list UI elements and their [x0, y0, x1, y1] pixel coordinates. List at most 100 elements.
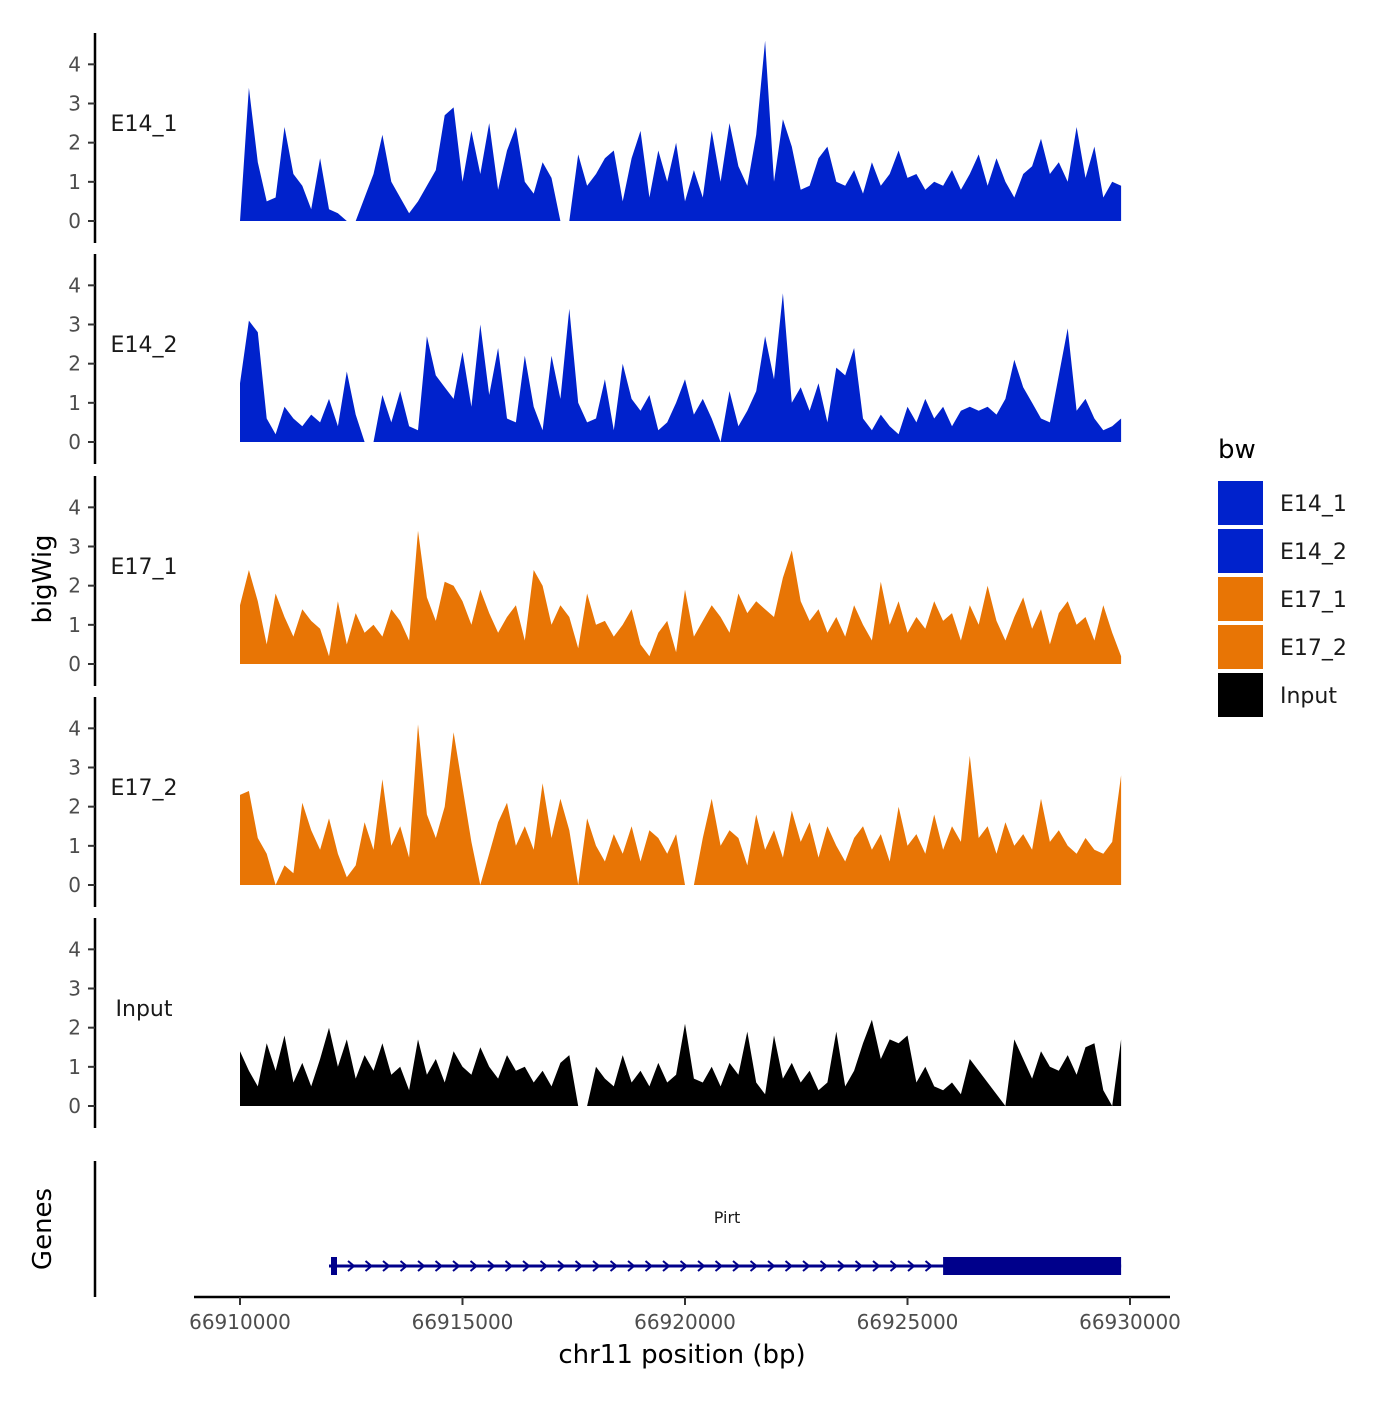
legend-item: E17_2 — [1218, 625, 1347, 669]
strand-arrow — [592, 1260, 601, 1272]
legend-title: bw — [1218, 435, 1256, 465]
y-tick-label: 4 — [68, 495, 81, 519]
strand-arrow — [714, 1260, 724, 1272]
strand-arrow — [697, 1260, 706, 1272]
legend-item: Input — [1218, 673, 1337, 717]
strand-arrow — [469, 1260, 479, 1272]
y-tick-label: 4 — [68, 937, 81, 961]
x-tick-label: 66930000 — [1079, 1310, 1181, 1334]
strand-arrow — [749, 1260, 759, 1272]
x-tick-label: 66915000 — [412, 1310, 514, 1334]
y-tick-label: 4 — [68, 716, 81, 740]
y-tick-label: 3 — [68, 313, 81, 337]
legend-swatch — [1218, 577, 1263, 621]
y-tick-label: 3 — [68, 977, 81, 1001]
gene-shapes: Pirt — [329, 1208, 1122, 1275]
gene-thick-exon — [943, 1257, 1122, 1275]
gene-exon — [331, 1257, 337, 1275]
x-ticks: 66910000 66915000 66920000 66925000 66930000 — [189, 1297, 1181, 1334]
y-axis-title: bigWig — [28, 534, 58, 623]
panel-label: E14_1 — [111, 112, 178, 137]
panel-label: E14_2 — [111, 333, 178, 358]
gene-pirt: Pirt — [329, 1208, 1122, 1275]
y-tick-label: 3 — [68, 535, 81, 559]
y-tick-label: 2 — [68, 795, 81, 819]
legend-swatch — [1218, 673, 1263, 717]
y-tick-label: 0 — [68, 873, 81, 897]
panel-e17_2: 0 1 2 3 4 E17_2 — [68, 697, 1122, 907]
y-tick-label: 1 — [68, 170, 81, 194]
y-tick-label: 4 — [68, 273, 81, 297]
strand-arrow — [382, 1260, 391, 1272]
strand-arrow — [364, 1260, 374, 1272]
strand-arrow — [872, 1260, 881, 1272]
x-axis-title: chr11 position (bp) — [558, 1340, 805, 1370]
strand-arrow — [819, 1260, 829, 1272]
strand-arrow — [399, 1260, 409, 1272]
strand-arrow — [802, 1260, 811, 1272]
coverage-area-e17_1 — [240, 530, 1122, 664]
strand-arrow — [347, 1260, 356, 1272]
legend-label: E14_2 — [1280, 540, 1347, 565]
strand-arrow — [434, 1260, 444, 1272]
strand-arrow — [854, 1260, 864, 1272]
legend-items: E14_1 E14_2 E17_1 E17_2 Input — [1218, 481, 1347, 717]
strand-arrow — [907, 1260, 916, 1272]
strand-arrow — [732, 1260, 741, 1272]
coverage-area-e17_2 — [240, 724, 1122, 885]
legend-label: E14_1 — [1280, 492, 1347, 517]
strand-arrow — [539, 1260, 549, 1272]
legend-swatch — [1218, 625, 1263, 669]
panel-label: E17_2 — [111, 776, 178, 801]
coverage-area-e14_1 — [240, 40, 1122, 221]
strand-arrow — [522, 1260, 531, 1272]
legend-swatch — [1218, 481, 1263, 525]
panel-input: 0 1 2 3 4 Input — [68, 918, 1122, 1128]
strand-arrow — [609, 1260, 619, 1272]
panel-label: E17_1 — [111, 555, 178, 580]
genes-track: Genes Pirt — [28, 1161, 1122, 1297]
legend-item: E17_1 — [1218, 577, 1347, 621]
strand-arrow — [557, 1260, 566, 1272]
x-tick-label: 66925000 — [857, 1310, 959, 1334]
strand-arrow — [504, 1260, 514, 1272]
coverage-panels: 0 1 2 3 4 E14_1 0 1 2 3 4 E14_2 0 1 2 3 4 E17_1 0 1 2 3 4 E17_2… — [68, 33, 1122, 1128]
legend-item: E14_2 — [1218, 529, 1347, 573]
strand-arrow — [452, 1260, 461, 1272]
y-tick-label: 0 — [68, 430, 81, 454]
strand-arrow — [767, 1260, 776, 1272]
strand-arrow — [644, 1260, 654, 1272]
legend: bw E14_1 E14_2 E17_1 E17_2 Input — [1218, 435, 1347, 717]
panel-e14_1: 0 1 2 3 4 E14_1 — [68, 33, 1122, 243]
legend-label: E17_1 — [1280, 588, 1347, 613]
y-tick-label: 0 — [68, 652, 81, 676]
y-tick-label: 1 — [68, 391, 81, 415]
y-tick-label: 2 — [68, 574, 81, 598]
x-axis: 66910000 66915000 66920000 66925000 66930000… — [189, 1295, 1181, 1370]
y-tick-label: 4 — [68, 52, 81, 76]
y-tick-label: 0 — [68, 1094, 81, 1118]
legend-label: Input — [1280, 684, 1337, 709]
strand-arrow — [679, 1260, 689, 1272]
x-tick-label: 66910000 — [189, 1310, 291, 1334]
y-tick-label: 3 — [68, 92, 81, 116]
strand-arrow — [889, 1260, 899, 1272]
y-tick-label: 1 — [68, 1055, 81, 1079]
x-tick-label: 66920000 — [634, 1310, 736, 1334]
panel-label: Input — [116, 997, 173, 1022]
panel-e17_1: 0 1 2 3 4 E17_1 — [68, 476, 1122, 686]
y-tick-label: 0 — [68, 209, 81, 233]
y-tick-label: 2 — [68, 352, 81, 376]
y-tick-label: 1 — [68, 613, 81, 637]
strand-arrow — [924, 1260, 934, 1272]
legend-item: E14_1 — [1218, 481, 1347, 525]
strand-arrow — [784, 1260, 794, 1272]
panel-e14_2: 0 1 2 3 4 E14_2 — [68, 254, 1122, 464]
y-tick-label: 1 — [68, 834, 81, 858]
coverage-area-input — [240, 1019, 1122, 1106]
strand-arrow — [662, 1260, 671, 1272]
y-tick-label: 2 — [68, 131, 81, 155]
y-tick-label: 2 — [68, 1016, 81, 1040]
